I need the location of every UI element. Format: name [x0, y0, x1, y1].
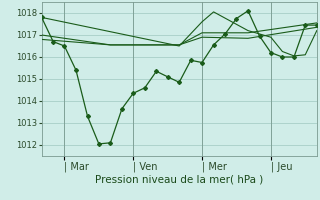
- X-axis label: Pression niveau de la mer( hPa ): Pression niveau de la mer( hPa ): [95, 175, 263, 185]
